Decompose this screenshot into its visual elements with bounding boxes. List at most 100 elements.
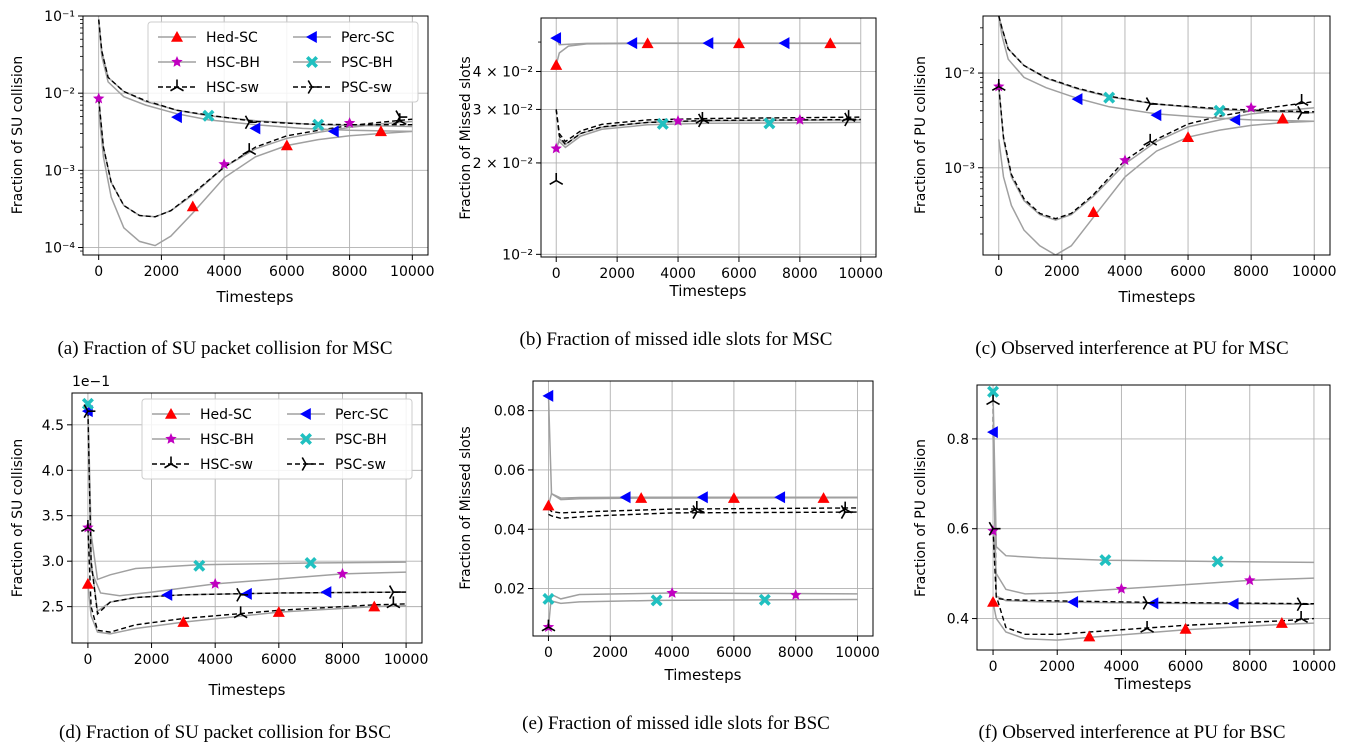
data-point-hed-sc-f	[987, 595, 1000, 607]
data-point-hsc-bh-a	[93, 92, 105, 104]
x-tick-label-a: 6000	[269, 264, 305, 280]
data-point-hed-sc-e	[635, 492, 648, 503]
grid-b	[541, 18, 876, 257]
data-point-psc-sw-d	[83, 404, 96, 419]
series-line-psc-bh-e	[548, 598, 858, 605]
data-point-perc-sc-d	[161, 588, 173, 601]
caption-c: (c) Observed interference at PU for MSC	[975, 338, 1288, 359]
series-layer-b	[549, 32, 861, 185]
data-point-hsc-bh-d	[336, 567, 349, 579]
data-point-hsc-bh-a	[343, 117, 356, 128]
plot-area-c	[983, 16, 1330, 255]
data-point-hsc-sw-c	[1143, 133, 1158, 146]
x-tick-label-c: 10000	[1292, 264, 1337, 280]
data-point-perc-sc-d	[241, 587, 252, 600]
data-point-psc-sw-e	[692, 505, 705, 519]
data-point-hed-sc-d	[368, 600, 381, 612]
data-point-hsc-sw-d	[386, 596, 401, 609]
series-layer-d	[80, 397, 407, 635]
series-line-psc-sw-c	[998, 16, 1315, 113]
data-point-perc-sc-b	[702, 37, 714, 50]
data-point-psc-bh-b	[763, 117, 776, 130]
data-point-hed-sc-d	[177, 616, 190, 627]
legend-label-hsc-sw-a: HSC-sw	[206, 80, 259, 96]
data-point-psc-bh-c	[1103, 91, 1116, 104]
data-point-perc-sc-f	[1227, 597, 1239, 610]
data-point-psc-sw-c	[1297, 105, 1310, 120]
legend-marker-perc-sc-d	[300, 408, 311, 420]
data-point-perc-sc-d	[320, 586, 332, 599]
data-point-psc-sw-b	[844, 112, 857, 127]
y-tick-label-e: 0.04	[494, 522, 525, 538]
series-layer-f	[986, 385, 1315, 642]
legend-marker-psc-bh-a	[306, 56, 318, 68]
data-point-psc-sw-a	[395, 110, 408, 125]
legend-label-perc-sc-a: Perc-SC	[341, 30, 395, 46]
caption-a: (a) Fraction of SU packet collision for …	[57, 338, 392, 359]
x-axis-label-b: Timesteps	[669, 282, 747, 300]
data-point-hsc-bh-b	[672, 114, 684, 126]
data-point-hed-sc-a	[280, 139, 293, 151]
x-tick-label-c: 0	[994, 264, 1003, 280]
series-line-perc-sc-b	[555, 37, 861, 46]
legend-marker-hsc-bh-a	[171, 56, 183, 67]
data-point-hsc-sw-c	[991, 79, 1006, 91]
y-tick-label-b: 3 × 10⁻²	[473, 102, 533, 118]
series-line-hsc-bh-c	[998, 86, 1315, 221]
x-tick-label-b: 8000	[782, 266, 818, 282]
plot-area-b	[541, 18, 876, 257]
series-line-hsc-sw-d	[87, 527, 407, 633]
data-point-psc-sw-f	[1142, 595, 1155, 610]
ticks-f: 0 2000 4000 6000 8000 10000 0.4 0.6 0.8	[947, 432, 1336, 675]
data-point-psc-bh-f	[1211, 555, 1224, 568]
y-tick-label-b: 4 × 10⁻²	[473, 64, 533, 80]
data-point-hed-sc-c	[1182, 131, 1195, 143]
legend-marker-hsc-bh-d	[165, 433, 177, 444]
x-tick-label-b: 10000	[838, 266, 883, 282]
data-point-hed-sc-b	[824, 37, 837, 49]
series-line-perc-sc-f	[992, 432, 1315, 605]
data-point-psc-bh-f	[1099, 554, 1112, 567]
grid-f	[977, 385, 1330, 650]
ticks-e: 0 2000 4000 6000 8000 10000 0.02 0.04 0.06 0.08	[494, 404, 880, 661]
series-lines-b	[555, 37, 861, 151]
data-point-psc-sw-a	[244, 115, 257, 130]
series-lines-c	[998, 16, 1315, 255]
x-tick-label-a: 2000	[144, 264, 180, 280]
data-point-psc-bh-b	[656, 117, 669, 130]
x-tick-label-e: 10000	[835, 645, 880, 661]
data-point-perc-sc-f	[1067, 595, 1079, 608]
x-tick-label-f: 4000	[1104, 659, 1140, 675]
data-point-perc-sc-c	[1229, 113, 1241, 126]
y-tick-label-b: 10⁻²	[502, 247, 533, 263]
data-point-hsc-bh-d	[209, 577, 221, 589]
y-axis-label-b: Fraction of Missed slots	[458, 56, 474, 219]
data-point-perc-sc-e	[619, 491, 631, 504]
y-tick-label-e: 0.08	[494, 404, 525, 420]
series-line-hed-sc-d	[87, 583, 407, 635]
axes-frame-b	[540, 17, 877, 258]
data-point-psc-sw-e	[840, 505, 853, 519]
data-point-perc-sc-a	[249, 122, 261, 135]
data-point-psc-sw-b	[697, 113, 710, 128]
panel-c: 0 2000 4000 6000 8000 10000 10⁻³ 10⁻² Fraction …	[913, 15, 1337, 359]
y-tick-label-d: 4.5	[42, 418, 64, 434]
series-line-psc-sw-b	[555, 109, 861, 146]
data-point-hsc-sw-f	[1140, 620, 1155, 633]
data-point-hsc-bh-b	[550, 142, 562, 154]
data-point-psc-bh-c	[1213, 104, 1226, 117]
ticks-d: 0 2000 4000 6000 8000 10000 2.5 3.0 3.5 4.0 4.5	[42, 418, 429, 668]
data-point-hsc-bh-c	[1119, 154, 1131, 166]
data-point-hsc-bh-a	[218, 158, 230, 170]
x-tick-label-d: 10000	[384, 652, 429, 668]
y-tick-label-a: 10⁻⁴	[44, 241, 75, 257]
series-line-hsc-sw-e	[548, 507, 858, 514]
plot-area-f	[977, 385, 1330, 650]
x-tick-label-e: 8000	[778, 645, 814, 661]
data-point-perc-sc-b	[550, 32, 562, 45]
panel-b: 0 2000 4000 6000 8000 10000 10⁻² 2 × 10⁻² 3 × 10…	[458, 17, 883, 350]
caption-b: (b) Fraction of missed idle slots for MS…	[520, 329, 833, 350]
x-axis-label-f: Timesteps	[1114, 675, 1192, 693]
x-tick-label-c: 8000	[1233, 264, 1269, 280]
data-point-psc-bh-f	[987, 385, 1000, 398]
